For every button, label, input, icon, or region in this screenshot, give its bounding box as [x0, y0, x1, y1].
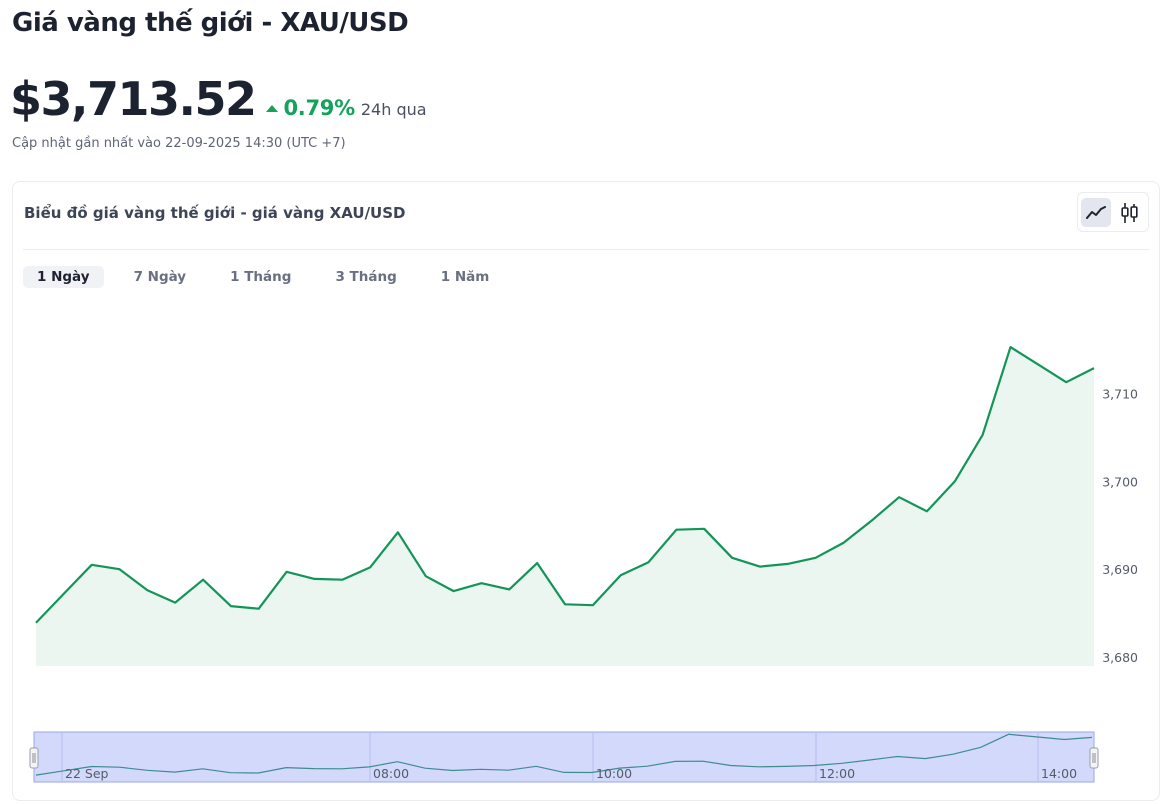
range-tab-3-months[interactable]: 3 Tháng: [335, 269, 397, 285]
candlestick-chart-icon: [1121, 202, 1138, 223]
chart-mode-toggle: [1077, 192, 1149, 232]
x-tick-label: 14:00: [1041, 766, 1077, 781]
range-tab-7-days[interactable]: 7 Ngày: [133, 269, 187, 285]
page-title: Giá vàng thế giới - XAU/USD: [12, 8, 409, 38]
range-tab-1-day[interactable]: 1 Ngày: [23, 266, 104, 288]
line-chart-button[interactable]: [1081, 198, 1111, 227]
y-tick-label: 3,700: [1102, 474, 1138, 489]
y-tick-label: 3,680: [1102, 650, 1138, 665]
change-percent: 0.79%: [283, 96, 356, 120]
navigator-handle-right[interactable]: [1089, 747, 1099, 769]
card-divider: [23, 249, 1149, 250]
x-tick-label: 12:00: [819, 766, 855, 781]
time-range-tabs: 1 Ngày 7 Ngày 1 Tháng 3 Tháng 1 Năm: [23, 266, 519, 288]
x-tick-label: 22 Sep: [65, 766, 109, 781]
range-tab-1-year[interactable]: 1 Năm: [440, 269, 490, 285]
price-summary: $3,713.52 0.79% 24h qua: [10, 72, 427, 126]
range-tab-1-month[interactable]: 1 Tháng: [230, 269, 292, 285]
x-tick-label: 08:00: [373, 766, 409, 781]
y-tick-label: 3,710: [1102, 387, 1138, 402]
y-tick-label: 3,690: [1102, 562, 1138, 577]
price-change: 0.79% 24h qua: [265, 96, 427, 120]
navigator-line: [35, 733, 1093, 776]
line-chart-icon: [1086, 205, 1106, 219]
x-tick-label: 10:00: [596, 766, 632, 781]
chart-card-title: Biểu đồ giá vàng thế giới - giá vàng XAU…: [24, 204, 406, 222]
current-price: $3,713.52: [10, 72, 257, 126]
candlestick-chart-button[interactable]: [1115, 198, 1145, 227]
price-area: [36, 347, 1094, 666]
last-updated: Cập nhật gần nhất vào 22-09-2025 14:30 (…: [12, 136, 346, 151]
change-period: 24h qua: [360, 100, 427, 119]
navigator-handle-left[interactable]: [29, 747, 39, 769]
arrow-up-icon: [265, 105, 278, 112]
price-line: [35, 346, 1095, 624]
